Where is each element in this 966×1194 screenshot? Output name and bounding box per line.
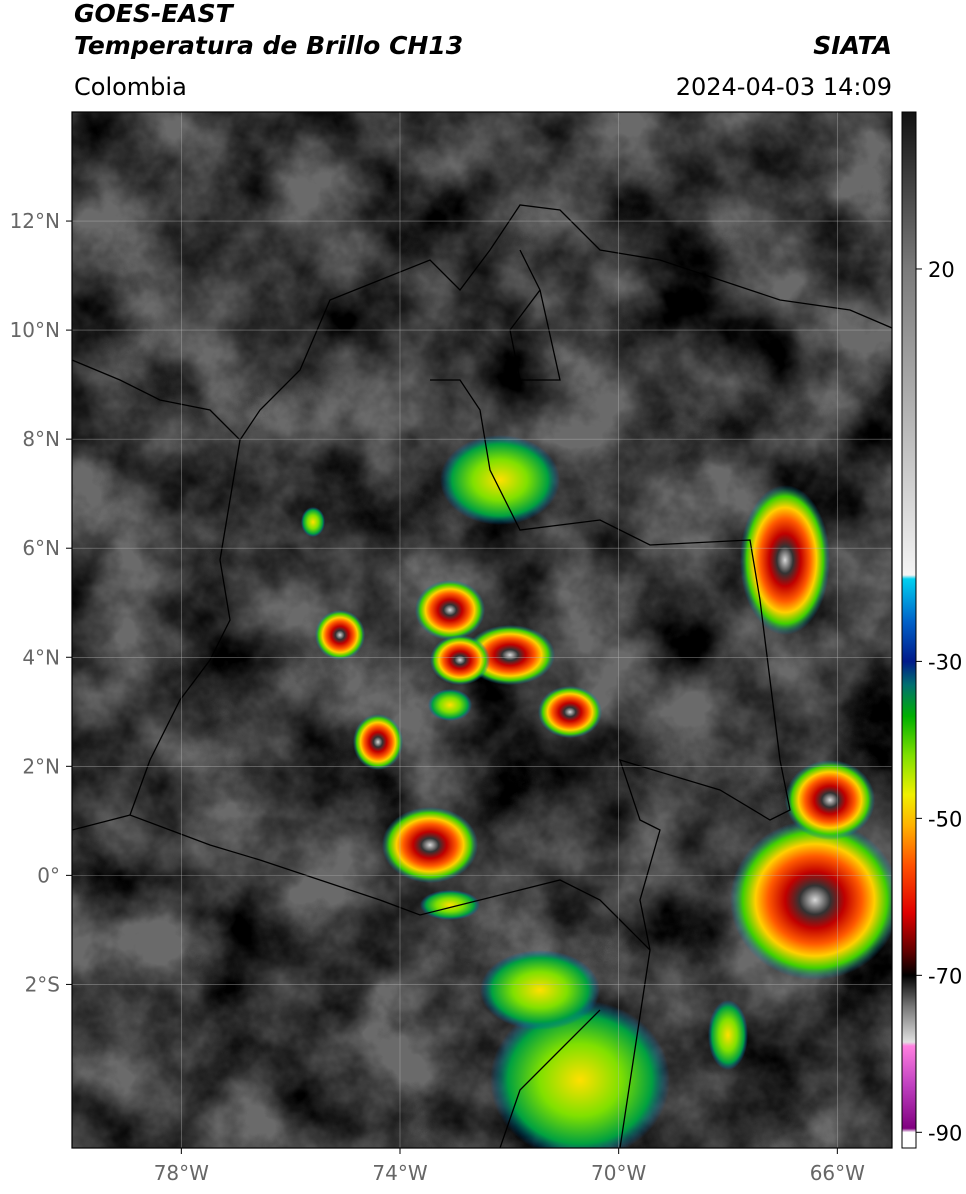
cell — [315, 610, 365, 660]
title: GOES-EAST — [74, 0, 235, 28]
cell — [480, 950, 600, 1030]
satellite-image — [72, 112, 892, 1148]
cell — [465, 625, 555, 685]
cell — [430, 635, 490, 685]
colorbar — [901, 111, 917, 1149]
x-tick-label: 66°W — [810, 1161, 865, 1185]
cell — [353, 714, 403, 770]
border-east — [430, 379, 791, 1148]
cell — [428, 689, 472, 721]
cell — [538, 686, 602, 738]
cell — [740, 485, 830, 635]
graticule — [72, 112, 892, 1148]
subtitle: Temperatura de Brillo CH13 — [74, 31, 463, 60]
colorbar-tick-label: -30 — [928, 650, 962, 674]
coast-pacific — [129, 439, 241, 816]
colorbar-tick-label: -90 — [928, 1121, 962, 1145]
y-tick-label: 10°N — [10, 318, 60, 342]
y-tick-label: 12°N — [10, 209, 60, 233]
cell — [440, 435, 560, 525]
coastline — [72, 204, 892, 442]
colorbar-tick-label: 20 — [928, 258, 955, 282]
agency: SIATA — [813, 31, 892, 60]
x-tick-label: 74°W — [372, 1161, 427, 1185]
cell — [730, 820, 892, 980]
cloud-texture — [72, 112, 892, 1148]
cell — [415, 580, 485, 640]
cell — [382, 807, 478, 883]
timestamp: 2024-04-03 14:09 — [676, 73, 892, 101]
x-tick-label: 70°W — [591, 1161, 646, 1185]
map-frame — [71, 111, 893, 1149]
colorbar-tick-label: -70 — [928, 964, 962, 988]
cell — [785, 760, 875, 840]
y-tick-label: 2°S — [25, 972, 60, 996]
cell — [301, 507, 325, 537]
border-peru — [499, 1009, 601, 1148]
convective-cells — [301, 435, 892, 1148]
colorbar-tick-label: -50 — [928, 807, 962, 831]
lake-maracaibo — [509, 249, 561, 381]
y-tick-label: 8°N — [22, 427, 60, 451]
y-tick-label: 6°N — [22, 536, 60, 560]
cell — [420, 890, 480, 920]
y-tick-label: 0° — [37, 863, 60, 887]
y-tick-label: 4°N — [22, 645, 60, 669]
region: Colombia — [74, 73, 187, 101]
x-tick-label: 78°W — [154, 1161, 209, 1185]
y-tick-label: 2°N — [22, 754, 60, 778]
cell — [708, 1000, 748, 1070]
